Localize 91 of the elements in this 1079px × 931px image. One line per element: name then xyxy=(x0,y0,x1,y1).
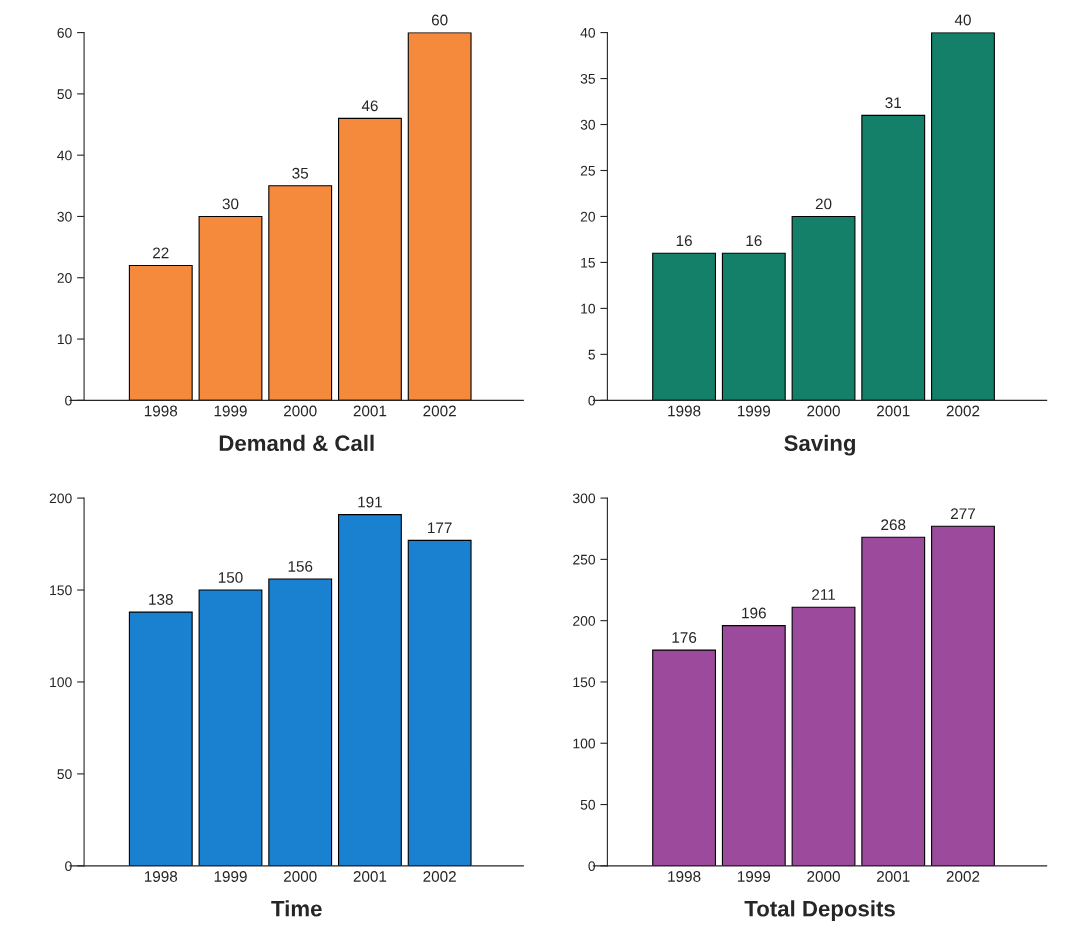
text: Demand & Call xyxy=(219,434,374,452)
data-label: 150 xyxy=(218,572,243,583)
data-label: 40 xyxy=(954,14,971,26)
text: Total Deposits xyxy=(744,900,895,921)
bar xyxy=(931,525,995,866)
bar xyxy=(198,589,263,866)
bar xyxy=(268,578,333,866)
y-tick-label: 25 xyxy=(580,165,596,176)
x-tick-label: 2002 xyxy=(946,405,980,417)
x-tick-label: 2002 xyxy=(946,871,980,882)
bar xyxy=(721,252,786,401)
data-label: 31 xyxy=(885,97,901,109)
x-tick-label: 2001 xyxy=(353,871,387,882)
bar xyxy=(861,114,926,401)
data-label: 16 xyxy=(746,235,762,247)
y-tick-label: 0 xyxy=(588,861,596,871)
text: Time xyxy=(271,900,322,917)
bar xyxy=(128,611,193,866)
y-tick-label: 30 xyxy=(580,119,596,130)
y-tick-label: 150 xyxy=(50,585,72,596)
bar xyxy=(931,32,995,401)
y-tick-label: 50 xyxy=(580,799,596,810)
x-tick-label: 2001 xyxy=(877,405,910,417)
bar xyxy=(407,32,472,401)
y-tick-label: 10 xyxy=(57,334,72,345)
x-tick-label: 1998 xyxy=(668,871,701,882)
data-label: 16 xyxy=(676,235,692,247)
y-tick-label: 30 xyxy=(57,211,72,222)
y-tick-label: 200 xyxy=(573,616,596,626)
data-label: 196 xyxy=(742,607,766,619)
y-tick-label: 0 xyxy=(65,861,72,871)
data-label: 277 xyxy=(950,508,975,519)
bar xyxy=(791,606,856,866)
data-label: 138 xyxy=(149,594,173,605)
bar xyxy=(861,536,926,866)
x-tick-label: 1999 xyxy=(737,871,771,882)
y-tick-label: 5 xyxy=(588,349,596,360)
bar xyxy=(652,649,717,866)
y-tick-label: 20 xyxy=(57,273,72,283)
y-tick-label: 50 xyxy=(57,89,72,100)
x-tick-label: 1998 xyxy=(144,405,178,417)
bar xyxy=(128,264,193,401)
data-label: 30 xyxy=(222,198,239,210)
bar xyxy=(721,625,786,866)
y-tick-label: 40 xyxy=(57,150,72,161)
text: Saving xyxy=(784,434,855,456)
data-label: 35 xyxy=(292,167,309,179)
bar xyxy=(268,185,333,401)
bar xyxy=(407,539,472,866)
data-label: 176 xyxy=(672,632,697,643)
data-label: 177 xyxy=(428,522,452,534)
y-tick-label: 60 xyxy=(57,27,72,38)
y-tick-label: 100 xyxy=(573,738,596,749)
y-tick-label: 20 xyxy=(580,211,596,222)
y-tick-label: 35 xyxy=(580,73,596,84)
x-tick-label: 1999 xyxy=(214,405,247,417)
x-tick-label: 2002 xyxy=(423,871,456,882)
x-tick-label: 2000 xyxy=(283,871,317,882)
x-tick-label: 1999 xyxy=(214,871,247,882)
data-label: 268 xyxy=(881,519,906,531)
bar xyxy=(338,514,402,866)
x-tick-label: 2000 xyxy=(807,871,840,882)
bar xyxy=(652,252,717,401)
data-label: 156 xyxy=(288,560,313,572)
x-tick-label: 2002 xyxy=(423,405,456,417)
data-label: 60 xyxy=(431,14,448,26)
x-tick-label: 2000 xyxy=(807,405,840,417)
x-tick-label: 2000 xyxy=(283,405,317,417)
y-tick-label: 200 xyxy=(49,493,72,504)
data-label: 211 xyxy=(812,589,835,600)
data-label: 22 xyxy=(153,247,169,259)
x-tick-label: 1999 xyxy=(737,405,771,417)
y-tick-label: 100 xyxy=(50,677,72,688)
x-tick-label: 1998 xyxy=(144,871,178,882)
x-tick-label: 2001 xyxy=(877,871,910,882)
bar xyxy=(338,117,402,401)
data-label: 191 xyxy=(358,496,382,508)
x-tick-label: 2001 xyxy=(353,405,387,417)
bar xyxy=(791,215,856,401)
y-tick-label: 40 xyxy=(580,27,596,38)
data-label: 46 xyxy=(361,100,378,112)
y-tick-label: 250 xyxy=(573,554,596,565)
y-tick-label: 15 xyxy=(581,257,596,268)
y-tick-label: 150 xyxy=(573,677,596,688)
y-tick-label: 50 xyxy=(57,769,72,780)
y-tick-label: 0 xyxy=(588,395,596,406)
data-label: 20 xyxy=(815,198,832,210)
bar xyxy=(198,215,263,401)
y-tick-label: 300 xyxy=(572,493,596,504)
y-tick-label: 10 xyxy=(581,303,596,314)
x-tick-label: 1998 xyxy=(668,405,701,417)
